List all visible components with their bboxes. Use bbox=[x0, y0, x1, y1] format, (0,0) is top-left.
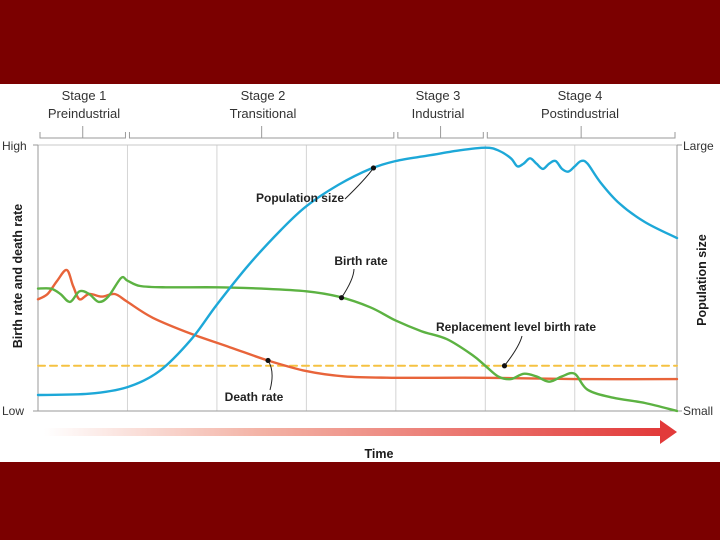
x-axis-title: Time bbox=[365, 447, 394, 461]
callouts: Population size Birth rate Death rate Re… bbox=[225, 165, 596, 404]
stage-4-number: Stage 4 bbox=[558, 88, 603, 103]
callout-birth-rate: Birth rate bbox=[334, 254, 388, 268]
stage-1-number: Stage 1 bbox=[62, 88, 107, 103]
population-size-line bbox=[36, 146, 679, 397]
birth-rate-line bbox=[36, 275, 679, 413]
vertical-gridlines bbox=[126, 145, 576, 411]
stage-1-name: Preindustrial bbox=[48, 106, 120, 121]
right-axis-top-label: Large bbox=[683, 139, 714, 153]
callout-dot-2 bbox=[338, 295, 345, 301]
callout-replacement-level: Replacement level birth rate bbox=[436, 320, 596, 334]
stage-3-name: Industrial bbox=[412, 106, 465, 121]
time-arrow-bar bbox=[44, 428, 662, 436]
stage-4-name: Postindustrial bbox=[541, 106, 619, 121]
right-axis-bottom-label: Small bbox=[683, 404, 713, 418]
time-arrowhead bbox=[660, 420, 677, 444]
callout-dot-1 bbox=[370, 165, 377, 171]
callout-death-rate: Death rate bbox=[225, 390, 284, 404]
demographic-transition-chart: Stage 1 Preindustrial Stage 2 Transition… bbox=[2, 88, 714, 461]
callout-dot-3 bbox=[265, 357, 271, 364]
chart-panel: Stage 1 Preindustrial Stage 2 Transition… bbox=[0, 84, 720, 462]
stage-3-number: Stage 3 bbox=[416, 88, 461, 103]
stage-headers: Stage 1 Preindustrial Stage 2 Transition… bbox=[48, 88, 619, 121]
stage-2-name: Transitional bbox=[230, 106, 297, 121]
axes bbox=[33, 144, 682, 412]
callout-population-size: Population size bbox=[256, 191, 344, 205]
series-lines bbox=[36, 146, 679, 413]
callout-dot-4 bbox=[501, 363, 508, 369]
stage-brackets bbox=[39, 126, 676, 139]
death-rate-line bbox=[36, 268, 679, 381]
callout-leader-4 bbox=[504, 335, 523, 367]
callout-leader-2 bbox=[341, 268, 355, 298]
left-axis-title: Birth rate and death rate bbox=[11, 204, 25, 349]
left-axis-bottom-label: Low bbox=[2, 404, 24, 418]
stage-2-number: Stage 2 bbox=[241, 88, 286, 103]
right-axis-title: Population size bbox=[695, 234, 709, 326]
left-axis-top-label: High bbox=[2, 139, 27, 153]
